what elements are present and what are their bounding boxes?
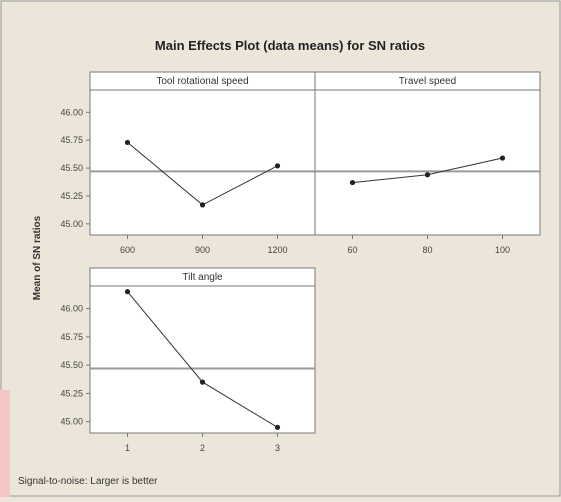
data-point <box>349 179 356 186</box>
data-point <box>124 289 131 295</box>
data-point <box>124 139 131 146</box>
data-point <box>424 172 431 178</box>
panel-plot-area <box>89 285 316 434</box>
y-axis-label: Mean of SN ratios <box>32 215 43 300</box>
data-point <box>499 155 506 161</box>
x-tick-label: 900 <box>195 245 210 255</box>
x-tick-label: 3 <box>275 443 280 453</box>
x-tick-label: 80 <box>422 245 432 255</box>
x-tick-label: 600 <box>120 245 135 255</box>
data-point <box>199 202 206 208</box>
left-edge-decoration <box>0 390 10 497</box>
x-tick-label: 100 <box>495 245 510 255</box>
footnote: Signal-to-noise: Larger is better <box>18 476 158 487</box>
y-tick-label: 46.00 <box>60 304 83 314</box>
x-tick-label: 2 <box>200 443 205 453</box>
x-tick-label: 1 <box>125 443 130 453</box>
y-tick-label: 45.00 <box>60 417 83 427</box>
panel-plot-area <box>89 89 316 236</box>
y-tick-label: 45.50 <box>60 360 83 370</box>
data-point <box>199 379 206 385</box>
x-tick-label: 60 <box>347 245 357 255</box>
y-tick-label: 45.25 <box>60 191 83 201</box>
panel-plot-area <box>314 89 541 236</box>
y-tick-label: 45.50 <box>60 163 83 173</box>
y-tick-label: 46.00 <box>60 107 83 117</box>
panel-title: Tilt angle <box>182 272 223 283</box>
panel-title: Tool rotational speed <box>156 76 248 87</box>
panel-title: Travel speed <box>399 76 456 87</box>
x-tick-label: 1200 <box>267 245 287 255</box>
y-tick-label: 45.75 <box>60 332 83 342</box>
data-point <box>274 424 281 430</box>
y-tick-label: 45.00 <box>60 219 83 229</box>
chart-title: Main Effects Plot (data means) for SN ra… <box>155 38 425 53</box>
y-tick-label: 45.25 <box>60 388 83 398</box>
data-point <box>274 163 281 169</box>
y-tick-label: 45.75 <box>60 135 83 145</box>
